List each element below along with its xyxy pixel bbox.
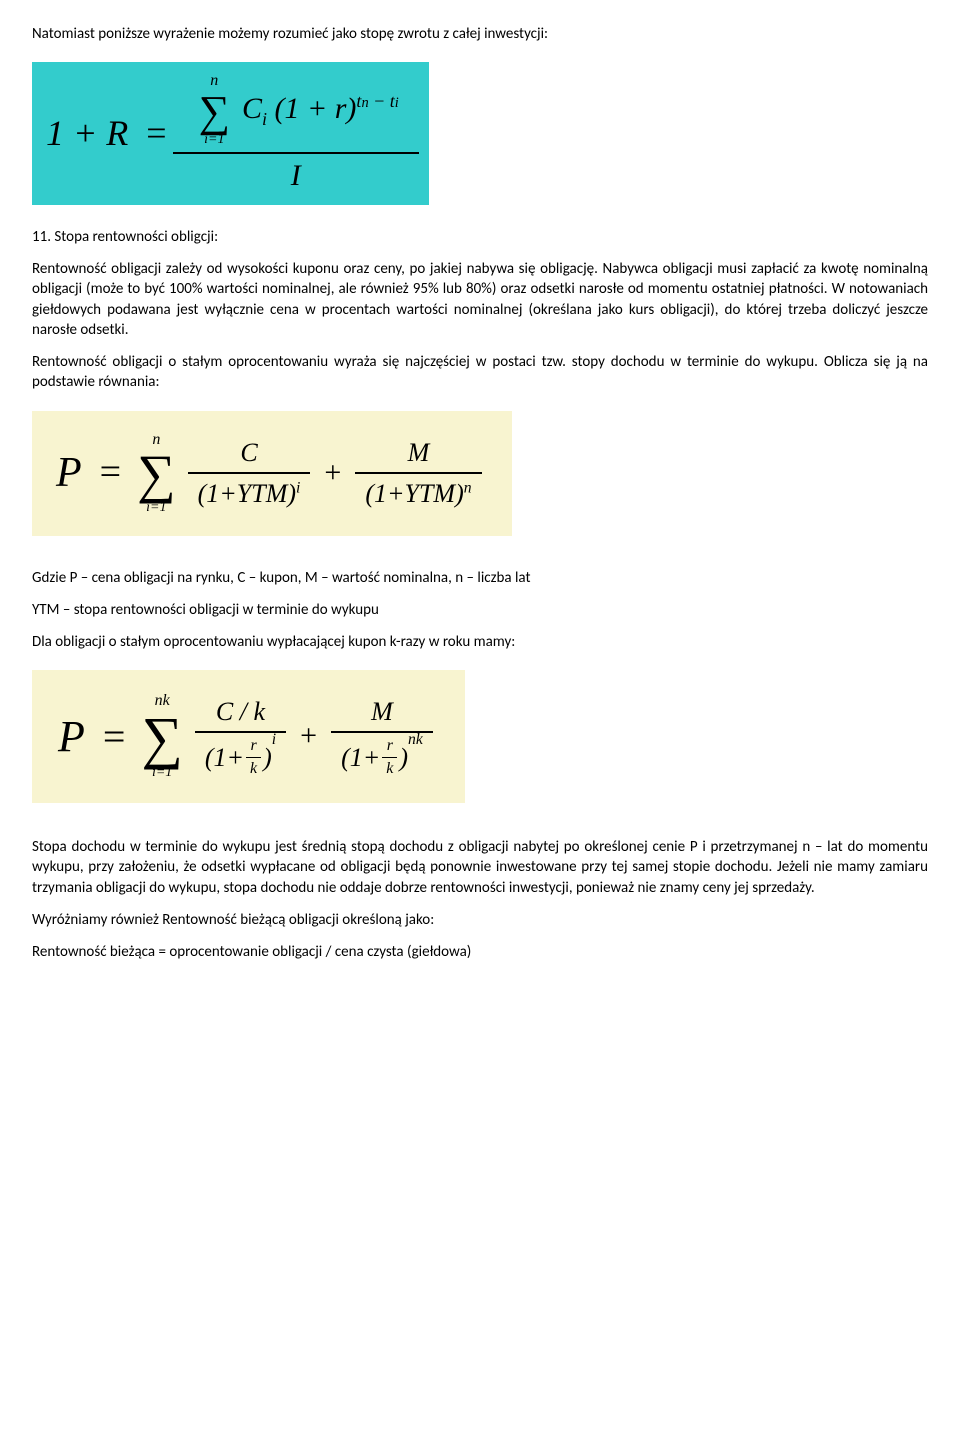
para-current-yield-formula: Rentowność bieżąca = oprocentowanie obli…	[32, 942, 928, 962]
f2-t2-den-base: (1+YTM)	[365, 479, 463, 508]
sigma-block: n ∑ i=1	[199, 70, 230, 150]
sigma-symbol: ∑	[141, 712, 182, 764]
f1-fraction: n ∑ i=1 Ci (1 + r)tn − ti I	[183, 70, 409, 197]
para-avg-yield: Stopa dochodu w terminie do wykupu jest …	[32, 837, 928, 898]
f2-term1: C (1+YTM)i	[188, 435, 311, 511]
equals-sign: =	[103, 710, 126, 764]
f3-den-right: )	[263, 740, 272, 775]
formula-ytm-k: P = nk ∑ i=1 C / k (1+ r k ) i + M (1+	[32, 670, 465, 803]
f3-rf-num: r	[383, 735, 397, 757]
f3-t2-exp: nk	[408, 729, 423, 750]
f3-rf-num: r	[246, 735, 260, 757]
f2-lhs: P	[56, 445, 82, 502]
f1-lhs: 1 + R	[46, 109, 128, 158]
sigma-symbol: ∑	[199, 92, 230, 132]
f3-den-left: (1+	[341, 740, 380, 775]
f2-t2-den: (1+YTM)n	[355, 472, 481, 511]
f3-term2: M (1+ r k ) nk	[331, 694, 433, 779]
f3-rf-den: k	[246, 757, 261, 780]
f1-num-exp: tn − ti	[356, 91, 398, 111]
para-bond-yield-intro: Rentowność obligacji zależy od wysokości…	[32, 259, 928, 340]
f3-t1-exp: i	[272, 729, 276, 750]
section-heading-11: 11. Stopa rentowności obligcji:	[32, 227, 928, 247]
f2-t1-den-exp: i	[296, 479, 300, 496]
sigma-lower: i=1	[152, 764, 172, 783]
formula-return-rate: 1 + R = n ∑ i=1 Ci (1 + r)tn − ti I	[32, 62, 429, 205]
f3-t2-num: M	[361, 694, 403, 731]
f3-rf-den: k	[382, 757, 397, 780]
f3-den-right: )	[399, 740, 408, 775]
para-where-p: Gdzie P – cena obligacji na rynku, C – k…	[32, 568, 928, 588]
f2-t2-num: M	[398, 435, 440, 472]
f1-num-base: Ci (1 + r)	[242, 92, 356, 125]
sigma-block: n ∑ i=1	[137, 429, 176, 518]
f2-term2: M (1+YTM)n	[355, 435, 481, 511]
sigma-symbol: ∑	[137, 450, 176, 499]
sigma-lower: i=1	[146, 499, 166, 518]
f2-t2-den-exp: n	[464, 479, 472, 496]
intro-text: Natomiast poniższe wyrażenie możemy rozu…	[32, 24, 928, 44]
para-ytm-intro: Rentowność obligacji o stałym oprocentow…	[32, 352, 928, 393]
f3-den-left: (1+	[205, 740, 244, 775]
f2-t1-num: C	[230, 435, 267, 472]
f1-den: I	[173, 152, 419, 197]
f3-term1: C / k (1+ r k ) i	[195, 694, 286, 779]
para-k-times: Dla obligacji o stałym oprocentowaniu wy…	[32, 632, 928, 652]
f3-lhs: P	[58, 707, 85, 766]
f3-t1-num: C / k	[206, 694, 275, 731]
para-current-yield-intro: Wyróżniamy również Rentowność bieżącą ob…	[32, 910, 928, 930]
f2-t1-den-base: (1+YTM)	[198, 479, 296, 508]
f3-t1-den: (1+ r k ) i	[195, 731, 286, 779]
formula-ytm: P = n ∑ i=1 C (1+YTM)i + M (1+YTM)n	[32, 411, 512, 536]
equals-sign: =	[146, 109, 166, 158]
sigma-lower: i=1	[204, 131, 224, 150]
equals-sign: =	[100, 447, 121, 498]
sigma-block: nk ∑ i=1	[141, 690, 182, 783]
plus-sign: +	[300, 716, 317, 757]
f2-t1-den: (1+YTM)i	[188, 472, 311, 511]
para-ytm-def: YTM – stopa rentowności obligacji w term…	[32, 600, 928, 620]
f3-t2-den: (1+ r k ) nk	[331, 731, 433, 779]
plus-sign: +	[324, 453, 341, 494]
